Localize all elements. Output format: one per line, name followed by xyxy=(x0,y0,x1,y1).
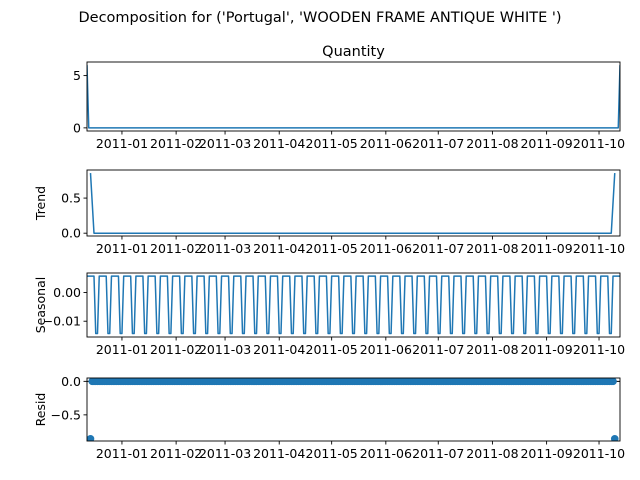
line-seasonal xyxy=(87,275,620,335)
xtick-label: 2011-08 xyxy=(466,241,518,256)
ytick-label: 0.0 xyxy=(61,226,81,241)
ylabel-seasonal: Seasonal xyxy=(33,277,48,334)
xtick-label: 2011-03 xyxy=(199,342,251,357)
xtick-label: 2011-02 xyxy=(150,342,202,357)
xtick-label: 2011-04 xyxy=(253,241,305,256)
xtick-label: 2011-08 xyxy=(466,136,518,151)
ytick-label: 0.5 xyxy=(61,191,81,206)
series-trend xyxy=(89,172,616,234)
resid-outlier-point xyxy=(610,434,619,441)
ytick-label: −0.01 xyxy=(43,314,81,329)
xtick-label: 2011-10 xyxy=(573,342,625,357)
xtick-label: 2011-05 xyxy=(306,342,358,357)
xtick-label: 2011-09 xyxy=(520,342,572,357)
axes-frame-trend xyxy=(86,169,621,237)
xtick-label: 2011-07 xyxy=(412,342,464,357)
xtick-label: 2011-01 xyxy=(96,446,148,461)
ytick-label: 0.00 xyxy=(53,285,81,300)
ylabel-trend: Trend xyxy=(33,186,48,221)
xtick-label: 2011-10 xyxy=(573,136,625,151)
xtick-label: 2011-10 xyxy=(573,241,625,256)
line-quantity xyxy=(87,65,620,129)
xtick-label: 2011-06 xyxy=(360,446,412,461)
line-trend xyxy=(89,172,616,234)
xtick-label: 2011-03 xyxy=(199,241,251,256)
xtick-label: 2011-06 xyxy=(360,136,412,151)
xtick-label: 2011-10 xyxy=(573,446,625,461)
axes-frame-seasonal xyxy=(86,272,621,338)
axes-frame-quantity xyxy=(86,61,621,132)
xtick-label: 2011-02 xyxy=(150,241,202,256)
xtick-label: 2011-06 xyxy=(360,241,412,256)
ylabel-resid: Resid xyxy=(33,393,48,427)
xtick-label: 2011-02 xyxy=(150,446,202,461)
resid-outlier-point xyxy=(87,434,95,441)
ytick-label: 5 xyxy=(73,68,81,83)
ytick-label: −0.5 xyxy=(51,407,81,422)
xtick-label: 2011-04 xyxy=(253,342,305,357)
xtick-label: 2011-07 xyxy=(412,136,464,151)
ytick-label: 0.0 xyxy=(61,374,81,389)
ytick-label: 0 xyxy=(73,120,81,135)
xtick-label: 2011-05 xyxy=(306,446,358,461)
xtick-label: 2011-07 xyxy=(412,446,464,461)
xtick-label: 2011-01 xyxy=(96,342,148,357)
xtick-label: 2011-04 xyxy=(253,136,305,151)
xtick-label: 2011-06 xyxy=(360,342,412,357)
series-resid xyxy=(87,378,620,441)
xtick-label: 2011-02 xyxy=(150,136,202,151)
xtick-label: 2011-03 xyxy=(199,446,251,461)
xtick-label: 2011-05 xyxy=(306,241,358,256)
xtick-label: 2011-09 xyxy=(520,136,572,151)
xtick-label: 2011-09 xyxy=(520,241,572,256)
xtick-label: 2011-04 xyxy=(253,446,305,461)
xtick-label: 2011-08 xyxy=(466,446,518,461)
xtick-label: 2011-03 xyxy=(199,136,251,151)
xtick-label: 2011-08 xyxy=(466,342,518,357)
figure-suptitle: Decomposition for ('Portugal', 'WOODEN F… xyxy=(79,10,562,26)
series-quantity xyxy=(87,65,620,129)
resid-point xyxy=(609,378,617,386)
xtick-label: 2011-05 xyxy=(306,136,358,151)
panel-title-quantity: Quantity xyxy=(322,44,385,60)
series-seasonal xyxy=(87,275,620,335)
xtick-label: 2011-09 xyxy=(520,446,572,461)
xtick-label: 2011-07 xyxy=(412,241,464,256)
xtick-label: 2011-01 xyxy=(96,136,148,151)
xtick-label: 2011-01 xyxy=(96,241,148,256)
axes-frame-resid xyxy=(86,377,621,442)
